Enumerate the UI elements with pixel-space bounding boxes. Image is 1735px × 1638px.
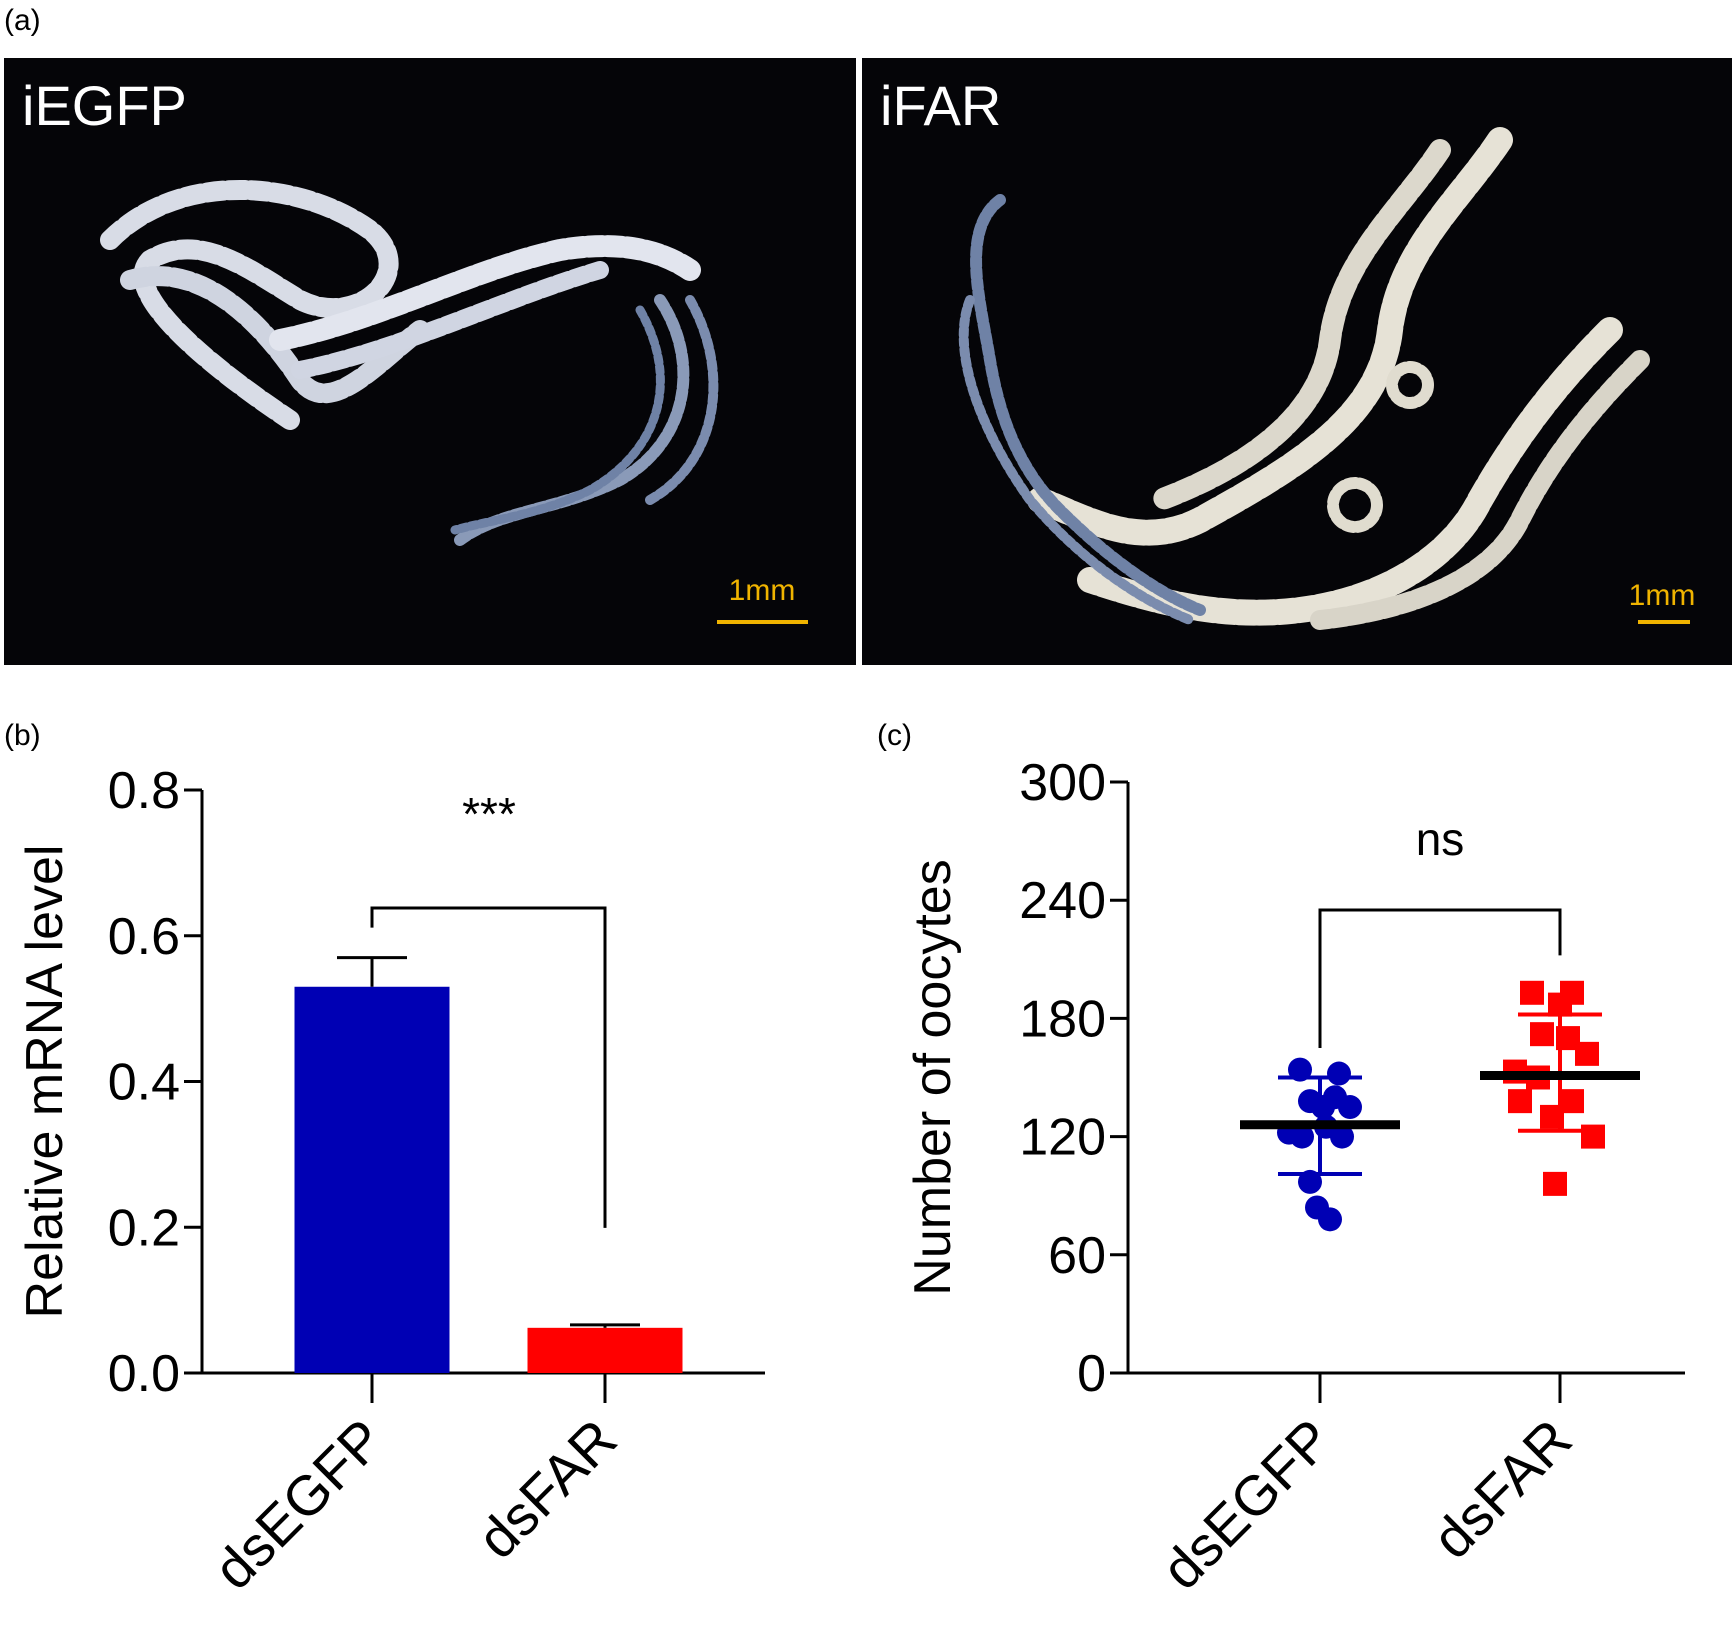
scale-label-left: 1mm (729, 574, 796, 607)
y-axis-title: Relative mRNA level (16, 845, 74, 1319)
bar-dsfar (527, 1327, 683, 1373)
significance-bracket (370, 906, 607, 1228)
photo-ifar: iFAR 1mm (862, 58, 1732, 665)
y-tick-label: 300 (1019, 754, 1106, 812)
chart-b: 0.0 0.2 0.4 0.6 0.8 Relative mRNA level dsEGFP… (16, 762, 765, 1601)
y-tick-label: 0.2 (108, 1199, 180, 1257)
significance-label: *** (462, 788, 516, 840)
point-dsfar (1575, 1041, 1599, 1066)
point-dsegfp (1290, 1124, 1314, 1149)
y-tick-label: 60 (1048, 1227, 1106, 1285)
point-dsegfp (1311, 1095, 1335, 1120)
y-tick-label: 180 (1019, 990, 1106, 1048)
point-dsfar (1530, 1022, 1554, 1047)
significance-label: ns (1416, 813, 1465, 865)
panel-label-b: (b) (4, 719, 41, 752)
point-dsfar (1508, 1089, 1532, 1114)
y-tick-label: 0.8 (108, 762, 180, 820)
scale-label-right: 1mm (1629, 579, 1696, 612)
y-tick-label: 120 (1019, 1109, 1106, 1167)
x-tick-label-dsfar: dsFAR (465, 1407, 628, 1570)
photo-iegfp: iEGFP 1mm (4, 58, 856, 665)
photo-title-ifar: iFAR (880, 74, 1001, 137)
x-tick-label-dsegfp: dsEGFP (201, 1407, 395, 1601)
point-dsegfp (1330, 1124, 1354, 1149)
panel-label-a: (a) (4, 4, 41, 37)
y-tick-label: 0 (1077, 1345, 1106, 1403)
y-tick-label: 0.6 (108, 908, 180, 966)
x-tick-label-dsegfp: dsEGFP (1149, 1407, 1343, 1601)
significance-bracket (1318, 908, 1562, 1048)
y-tick-label: 240 (1019, 872, 1106, 930)
bar-dsegfp (294, 986, 450, 1373)
point-dsegfp (1338, 1095, 1362, 1120)
chart-c: 0 60 120 180 240 300 Number of oocytes dsEGFP ds… (904, 754, 1685, 1601)
ovary-right (958, 127, 1650, 630)
x-tick-label-dsfar: dsFAR (1420, 1407, 1583, 1570)
y-tick-label: 0.4 (108, 1054, 180, 1112)
point-dsegfp (1327, 1061, 1351, 1086)
point-dsfar (1543, 1171, 1567, 1196)
panel-label-c: (c) (877, 719, 912, 752)
point-dsegfp (1318, 1207, 1342, 1232)
photo-title-iegfp: iEGFP (22, 74, 187, 137)
point-dsfar (1581, 1124, 1605, 1149)
y-axis-title: Number of oocytes (904, 859, 962, 1295)
ovary-left (100, 180, 719, 546)
point-dsfar (1520, 980, 1544, 1005)
y-tick-label: 0.0 (108, 1345, 180, 1403)
